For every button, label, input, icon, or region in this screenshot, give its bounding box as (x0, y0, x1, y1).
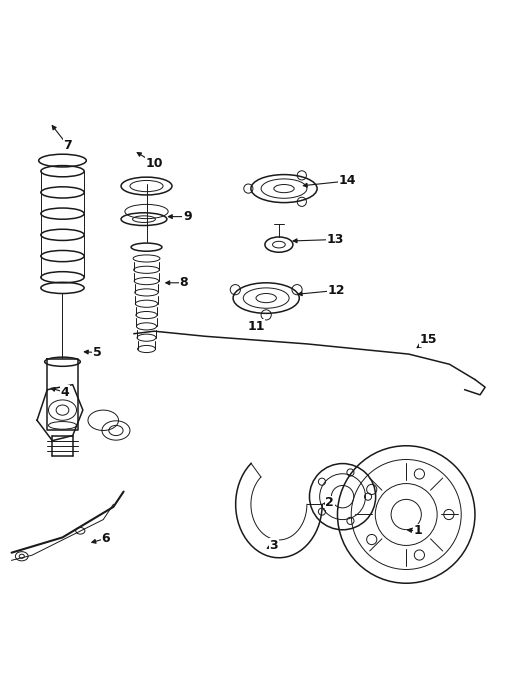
Text: 3: 3 (269, 539, 278, 551)
Text: 10: 10 (145, 156, 163, 170)
Text: 13: 13 (326, 233, 344, 246)
Text: 1: 1 (414, 524, 422, 537)
Text: 9: 9 (183, 210, 191, 223)
Text: 12: 12 (328, 284, 345, 297)
Text: 5: 5 (93, 346, 101, 359)
Text: 2: 2 (326, 496, 334, 510)
Text: 11: 11 (247, 320, 265, 332)
Text: 6: 6 (101, 532, 110, 545)
Text: 15: 15 (419, 334, 437, 346)
Text: 14: 14 (339, 174, 356, 188)
Polygon shape (47, 359, 78, 431)
Text: 7: 7 (63, 139, 72, 151)
Text: 8: 8 (179, 276, 188, 289)
Text: 4: 4 (60, 386, 70, 399)
